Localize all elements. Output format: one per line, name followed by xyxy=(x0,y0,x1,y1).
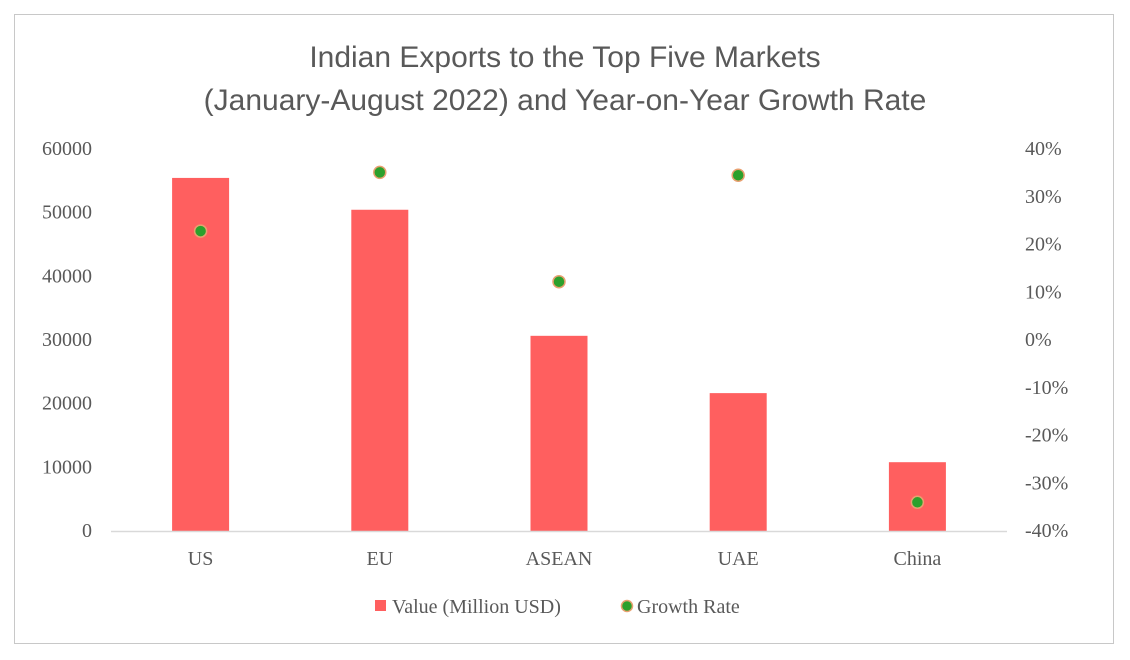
right-axis-ticks: -40% -30% -20% -10% 0% 10% 20% 30% 40% xyxy=(1025,138,1068,542)
right-tick-label: 40% xyxy=(1025,138,1062,160)
category-label: EU xyxy=(366,548,393,570)
growth-point-uae xyxy=(731,168,745,182)
left-tick-label: 60000 xyxy=(42,138,92,160)
right-tick-label: 0% xyxy=(1025,329,1052,351)
right-tick-label: -30% xyxy=(1025,472,1068,494)
bars xyxy=(172,177,946,532)
growth-point-china xyxy=(910,495,925,510)
left-tick-label: 0 xyxy=(82,520,92,542)
bar-uae xyxy=(709,393,767,531)
growth-point-us xyxy=(193,224,208,238)
left-axis-ticks: 0 10000 20000 30000 40000 50000 60000 xyxy=(42,138,92,542)
chart-frame xyxy=(14,14,1114,644)
category-label: US xyxy=(188,548,214,570)
left-tick-label: 50000 xyxy=(42,202,92,224)
right-tick-label: 20% xyxy=(1025,234,1062,256)
left-tick-label: 10000 xyxy=(42,456,92,478)
x-axis-labels: US EU ASEAN UAE China xyxy=(188,548,942,570)
legend-bar-swatch xyxy=(375,600,386,611)
right-tick-label: 10% xyxy=(1025,281,1062,303)
growth-point-asean xyxy=(552,274,566,289)
left-tick-label: 30000 xyxy=(42,329,92,351)
right-tick-label: -20% xyxy=(1025,425,1068,447)
category-label: UAE xyxy=(718,548,759,570)
growth-points xyxy=(193,165,925,510)
category-label: China xyxy=(894,548,942,570)
chart-title-line-2: (January-August 2022) and Year-on-Year G… xyxy=(204,84,927,117)
chart-title-line-1: Indian Exports to the Top Five Markets xyxy=(309,41,820,74)
category-label: ASEAN xyxy=(526,548,593,570)
left-tick-label: 20000 xyxy=(42,393,92,415)
growth-point-eu xyxy=(373,165,387,180)
legend-dot-swatch xyxy=(620,599,634,613)
right-tick-label: 30% xyxy=(1025,186,1062,208)
bar-eu xyxy=(351,209,409,532)
right-tick-label: -40% xyxy=(1025,520,1068,542)
legend-label-growth: Growth Rate xyxy=(637,596,740,618)
left-tick-label: 40000 xyxy=(42,265,92,287)
right-tick-label: -10% xyxy=(1025,377,1068,399)
legend: Value (Million USD) Growth Rate xyxy=(375,596,740,618)
legend-label-value: Value (Million USD) xyxy=(392,596,561,618)
bar-asean xyxy=(530,335,588,531)
